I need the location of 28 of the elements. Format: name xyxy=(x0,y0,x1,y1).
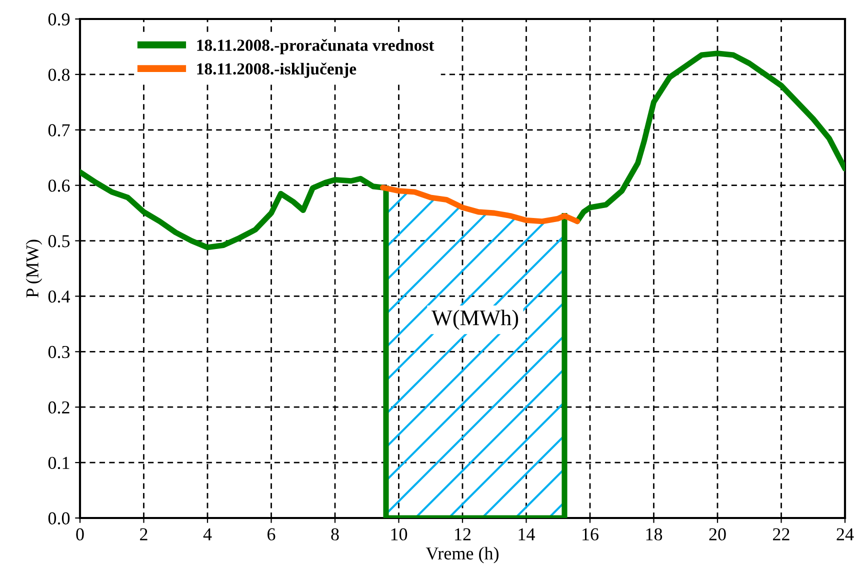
y-tick-label: 0.2 xyxy=(48,401,70,414)
y-tick-label: 0.5 xyxy=(48,235,70,248)
x-tick-label: 12 xyxy=(455,528,471,540)
x-tick-label: 20 xyxy=(709,528,726,540)
legend-label: 18.11.2008.-isključenje xyxy=(197,62,356,78)
y-axis-title: P (MW) xyxy=(26,240,42,298)
x-tick-label: 10 xyxy=(391,528,408,540)
x-tick-label: 4 xyxy=(203,528,212,540)
x-tick-label: 22 xyxy=(773,528,790,540)
y-tick-label: 0.7 xyxy=(48,124,70,136)
x-tick-label: 2 xyxy=(140,528,148,540)
x-tick-label: 6 xyxy=(268,528,276,540)
x-tick-label: 16 xyxy=(582,528,598,540)
legend-label: 18.11.2008.-proračunata vrednost xyxy=(197,38,434,54)
y-tick-label: 0.0 xyxy=(48,512,70,525)
y-tick-label: 0.4 xyxy=(48,290,70,303)
y-tick-label: 0.9 xyxy=(48,13,70,26)
x-tick-label: 18 xyxy=(646,528,662,540)
x-tick-label: 24 xyxy=(836,528,854,540)
y-tick-label: 0.3 xyxy=(48,346,70,358)
y-tick-label: 0.1 xyxy=(48,456,70,470)
y-tick-label: 0.8 xyxy=(48,68,70,81)
x-tick-label: 8 xyxy=(331,528,339,540)
band-label: W(MWh) xyxy=(431,310,518,330)
x-tick-label: 14 xyxy=(518,528,535,540)
x-tick-label: 0 xyxy=(76,528,84,540)
y-tick-label: 0.6 xyxy=(48,180,70,192)
x-axis-title: Vreme (h) xyxy=(426,546,499,564)
